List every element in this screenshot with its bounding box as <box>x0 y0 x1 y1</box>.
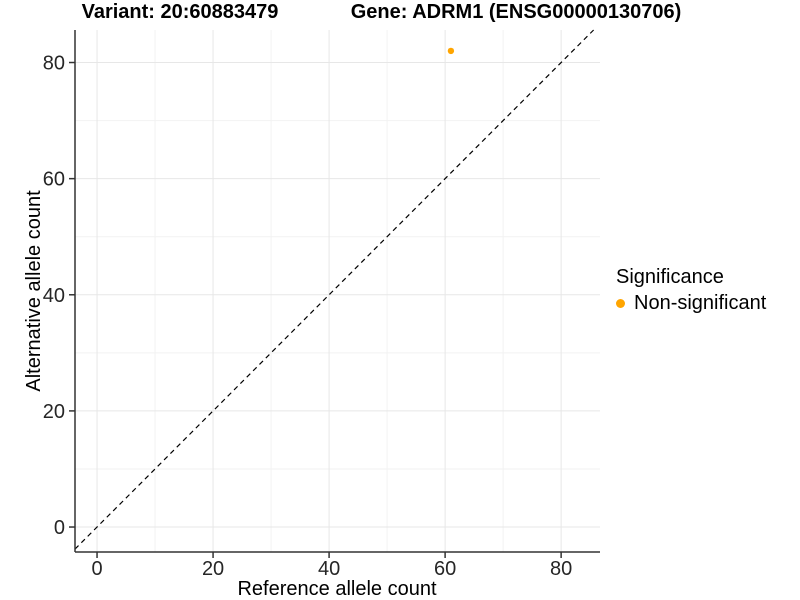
y-axis-title: Alternative allele count <box>23 190 45 392</box>
y-tick-label: 60 <box>43 169 65 191</box>
y-tick-label: 40 <box>43 285 65 307</box>
x-tick-label: 20 <box>202 558 224 580</box>
data-point <box>447 47 455 55</box>
x-tick-label: 40 <box>318 558 340 580</box>
x-tick-label: 0 <box>91 558 102 580</box>
y-tick-label: 80 <box>43 53 65 75</box>
gene-title: Gene: ADRM1 (ENSG00000130706) <box>350 1 682 23</box>
y-tick-label: 0 <box>54 517 65 539</box>
legend-point-icon <box>616 299 625 308</box>
variant-title: Variant: 20:60883479 <box>81 1 279 23</box>
y-tick-label: 20 <box>43 401 65 423</box>
legend-item-label: Non-significant <box>634 292 767 314</box>
x-tick-label: 60 <box>434 558 456 580</box>
x-axis-title: Reference allele count <box>237 578 436 600</box>
legend-title: Significance <box>616 266 724 288</box>
identity-dashed-line <box>74 29 595 550</box>
legend-item: Non-significant <box>616 292 766 315</box>
x-tick-label: 80 <box>550 558 572 580</box>
legend: Significance Non-significant <box>616 265 766 315</box>
